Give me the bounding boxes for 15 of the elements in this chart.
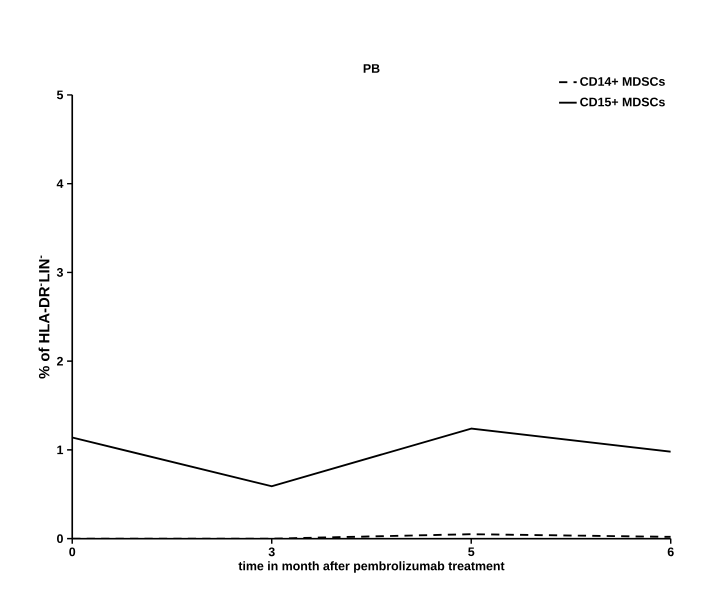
chart-title: PB [364,64,380,73]
y-tick-label: 2 [56,356,63,366]
y-tick-label: 4 [56,179,64,188]
x-tick-label: 3 [268,547,275,556]
y-tick-label: 0 [57,534,63,543]
y-tick-label: 1 [57,445,64,454]
x-tick-label: 5 [468,547,474,556]
x-axis-title: time in month after pembrolizumab treatment [238,561,504,573]
x-tick-label: 6 [668,547,674,556]
x-tick-label: 0 [69,547,76,556]
legend-label: CD15+ MDSCs [580,97,665,106]
y-tick-label: 5 [56,90,64,100]
y-axis-title: % of HLA-DR$^{-}$LIN$^{-}$ [38,255,50,378]
y-tick-label: 3 [56,268,63,277]
legend-label: CD14+ MDSCs [580,76,665,86]
